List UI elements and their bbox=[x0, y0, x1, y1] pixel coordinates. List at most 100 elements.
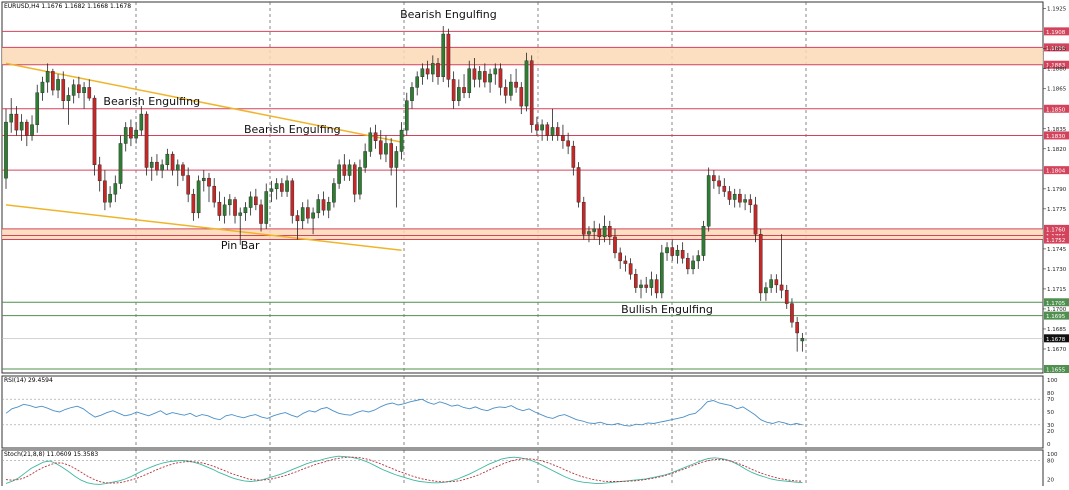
candle-body bbox=[488, 73, 492, 83]
candle-body bbox=[170, 153, 175, 171]
candle-body bbox=[82, 87, 86, 93]
candle-body bbox=[92, 97, 97, 166]
pattern-annotation: Bearish Engulfing bbox=[244, 123, 341, 136]
candle-body bbox=[103, 180, 107, 203]
candle-body bbox=[680, 250, 685, 259]
candle-body bbox=[363, 151, 367, 168]
candle-body bbox=[56, 79, 60, 91]
candle-body bbox=[758, 234, 763, 294]
level-tag bbox=[1044, 311, 1069, 320]
candle-body bbox=[160, 164, 164, 171]
candle-body bbox=[144, 113, 149, 168]
candle-body bbox=[352, 164, 357, 195]
candle-body bbox=[727, 191, 732, 200]
level-tag bbox=[1044, 364, 1069, 373]
level-tag bbox=[1044, 27, 1069, 36]
candle-body bbox=[660, 252, 664, 294]
candle-body bbox=[753, 204, 758, 235]
candle-body bbox=[384, 143, 388, 155]
y-tick-label: 1.1730 bbox=[1047, 267, 1067, 273]
candle-body bbox=[639, 284, 643, 288]
level-label: 1.1752 bbox=[1046, 238, 1065, 244]
candle-body bbox=[529, 60, 534, 125]
candle-body bbox=[800, 338, 805, 342]
candle-body bbox=[519, 87, 524, 107]
candle-body bbox=[61, 79, 66, 101]
candle-body bbox=[769, 279, 773, 288]
pattern-annotation: Pin Bar bbox=[221, 239, 260, 252]
rsi-line bbox=[5, 398, 803, 427]
candle-body bbox=[457, 87, 461, 101]
rsi-tick-label: 70 bbox=[1047, 397, 1054, 403]
candle-body bbox=[587, 231, 591, 235]
candle-body bbox=[514, 81, 518, 88]
candle-body bbox=[483, 71, 487, 83]
candle-body bbox=[113, 183, 118, 195]
candle-body bbox=[712, 175, 716, 182]
candle-body bbox=[571, 145, 576, 168]
stoch-tick-label: 100 bbox=[1047, 452, 1058, 458]
candle-body bbox=[196, 180, 201, 214]
candle-body bbox=[404, 100, 409, 131]
current-price-tag bbox=[1044, 334, 1069, 343]
candle-body bbox=[633, 274, 638, 288]
candle-body bbox=[462, 87, 466, 93]
candle-body bbox=[389, 143, 393, 168]
rsi-tick-label: 20 bbox=[1047, 429, 1054, 435]
candle-body bbox=[358, 167, 362, 195]
rsi-tick-label: 80 bbox=[1047, 391, 1054, 397]
candle-body bbox=[4, 121, 8, 179]
candle-body bbox=[654, 279, 659, 294]
candle-body bbox=[71, 84, 76, 96]
candle-body bbox=[743, 199, 747, 203]
candle-body bbox=[472, 68, 477, 80]
candle-body bbox=[212, 185, 217, 203]
candle-body bbox=[40, 81, 45, 93]
candle-body bbox=[722, 185, 727, 192]
candle-body bbox=[248, 196, 253, 208]
candle-body bbox=[628, 263, 633, 275]
candle-body bbox=[441, 33, 446, 77]
candle-body bbox=[613, 236, 617, 254]
candle-body bbox=[217, 201, 222, 216]
candle-body bbox=[790, 303, 794, 323]
y-tick-label: 1.1700 bbox=[1047, 307, 1067, 313]
candle-body bbox=[748, 199, 753, 206]
candle-body bbox=[228, 199, 232, 206]
level-label: 1.1908 bbox=[1046, 30, 1066, 36]
candle-body bbox=[123, 127, 128, 144]
candle-body bbox=[311, 212, 315, 219]
candle-body bbox=[774, 279, 779, 286]
candle-body bbox=[243, 207, 248, 214]
candle-body bbox=[467, 68, 472, 93]
candle-body bbox=[644, 284, 649, 288]
candle-body bbox=[649, 279, 654, 288]
y-tick-label: 1.1670 bbox=[1047, 347, 1067, 353]
candle-body bbox=[87, 87, 92, 99]
level-label: 1.1760 bbox=[1046, 227, 1066, 233]
candle-body bbox=[550, 127, 555, 136]
candle-body bbox=[77, 84, 81, 93]
candle-body bbox=[665, 247, 669, 254]
candle-body bbox=[602, 226, 607, 238]
candle-body bbox=[165, 153, 170, 166]
candle-body bbox=[623, 260, 628, 264]
candle-body bbox=[238, 212, 243, 216]
level-tag bbox=[1044, 131, 1069, 140]
candle-body bbox=[503, 87, 508, 96]
stoch-tick-label: 80 bbox=[1047, 458, 1054, 464]
candle-body bbox=[280, 183, 284, 192]
candle-body bbox=[30, 124, 34, 136]
candle-body bbox=[181, 164, 185, 176]
level-tag bbox=[1044, 43, 1069, 52]
candle-body bbox=[420, 68, 425, 77]
stoch-signal-line bbox=[5, 456, 803, 484]
candle-body bbox=[717, 180, 721, 187]
candle-body bbox=[446, 33, 451, 80]
candle-body bbox=[477, 71, 482, 80]
price-zone bbox=[2, 47, 1043, 65]
stoch-main-line bbox=[5, 455, 803, 485]
candle-body bbox=[300, 207, 305, 222]
candle-body bbox=[45, 71, 50, 83]
